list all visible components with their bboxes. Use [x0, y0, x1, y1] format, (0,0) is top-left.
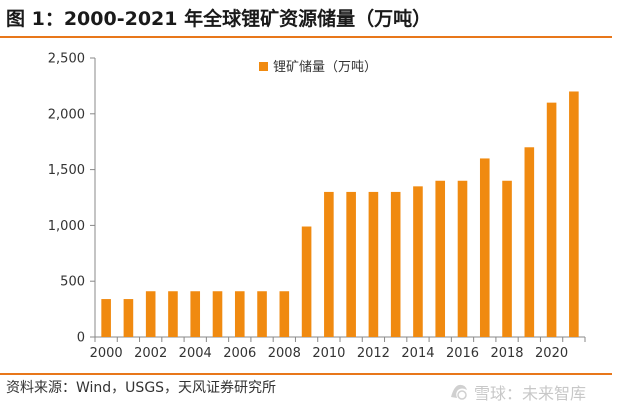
x-tick-label: 2018	[490, 346, 523, 361]
legend-swatch	[259, 62, 268, 71]
y-tick-label: 0	[77, 331, 85, 346]
bar	[168, 291, 178, 337]
bar-series	[101, 91, 579, 337]
bar	[435, 180, 446, 337]
watermark-text: 雪球：未来智库	[474, 384, 587, 403]
x-tick-label: 2020	[535, 346, 568, 361]
bar	[145, 291, 156, 337]
bar	[368, 191, 379, 337]
bar	[479, 158, 490, 337]
bar	[123, 299, 134, 337]
y-tick-label: 500	[60, 275, 85, 290]
x-tick-label: 2014	[401, 346, 434, 361]
bar	[546, 102, 557, 337]
snowball-logo-icon	[451, 384, 467, 400]
bar	[301, 226, 312, 337]
y-tick-label: 2,500	[48, 52, 85, 67]
bar	[190, 291, 201, 337]
bar	[502, 180, 512, 337]
bar	[413, 186, 423, 337]
bar	[212, 291, 223, 337]
x-tick-label: 2004	[179, 346, 212, 361]
chart-title: 图 1：2000-2021 年全球锂矿资源储量（万吨）	[6, 8, 432, 30]
y-tick-label: 2,000	[48, 107, 85, 122]
x-tick-label: 2008	[268, 346, 301, 361]
x-axis: 2000 2002 2004 2006 2008 2010 2012 2014 2016 2018…	[90, 336, 586, 361]
bar	[324, 191, 334, 337]
x-tick-label: 2000	[90, 346, 123, 361]
bar	[390, 191, 401, 337]
x-tick-label: 2010	[312, 346, 345, 361]
bar	[257, 291, 267, 337]
y-tick-label: 1,000	[48, 219, 85, 234]
bar	[524, 147, 535, 337]
x-tick-label: 2012	[357, 346, 390, 361]
bar	[569, 91, 579, 337]
x-tick-label: 2016	[446, 346, 479, 361]
bar	[279, 291, 290, 337]
source-note: 资料来源：Wind，USGS，天风证券研究所	[6, 380, 277, 396]
watermark: 雪球：未来智库	[448, 380, 586, 404]
legend-label: 锂矿储量（万吨）	[273, 60, 377, 75]
x-tick-label: 2002	[134, 346, 167, 361]
legend: 锂矿储量（万吨）	[259, 60, 377, 75]
title-divider	[0, 36, 612, 38]
bar	[457, 180, 468, 337]
y-axis: 0 500 1,000 1,500 2,000 2,500	[48, 52, 96, 346]
bar	[101, 299, 111, 337]
footer-divider	[0, 373, 612, 375]
bar	[234, 291, 245, 337]
x-tick-label: 2006	[223, 346, 256, 361]
y-tick-label: 1,500	[48, 163, 85, 178]
bar	[346, 191, 356, 337]
